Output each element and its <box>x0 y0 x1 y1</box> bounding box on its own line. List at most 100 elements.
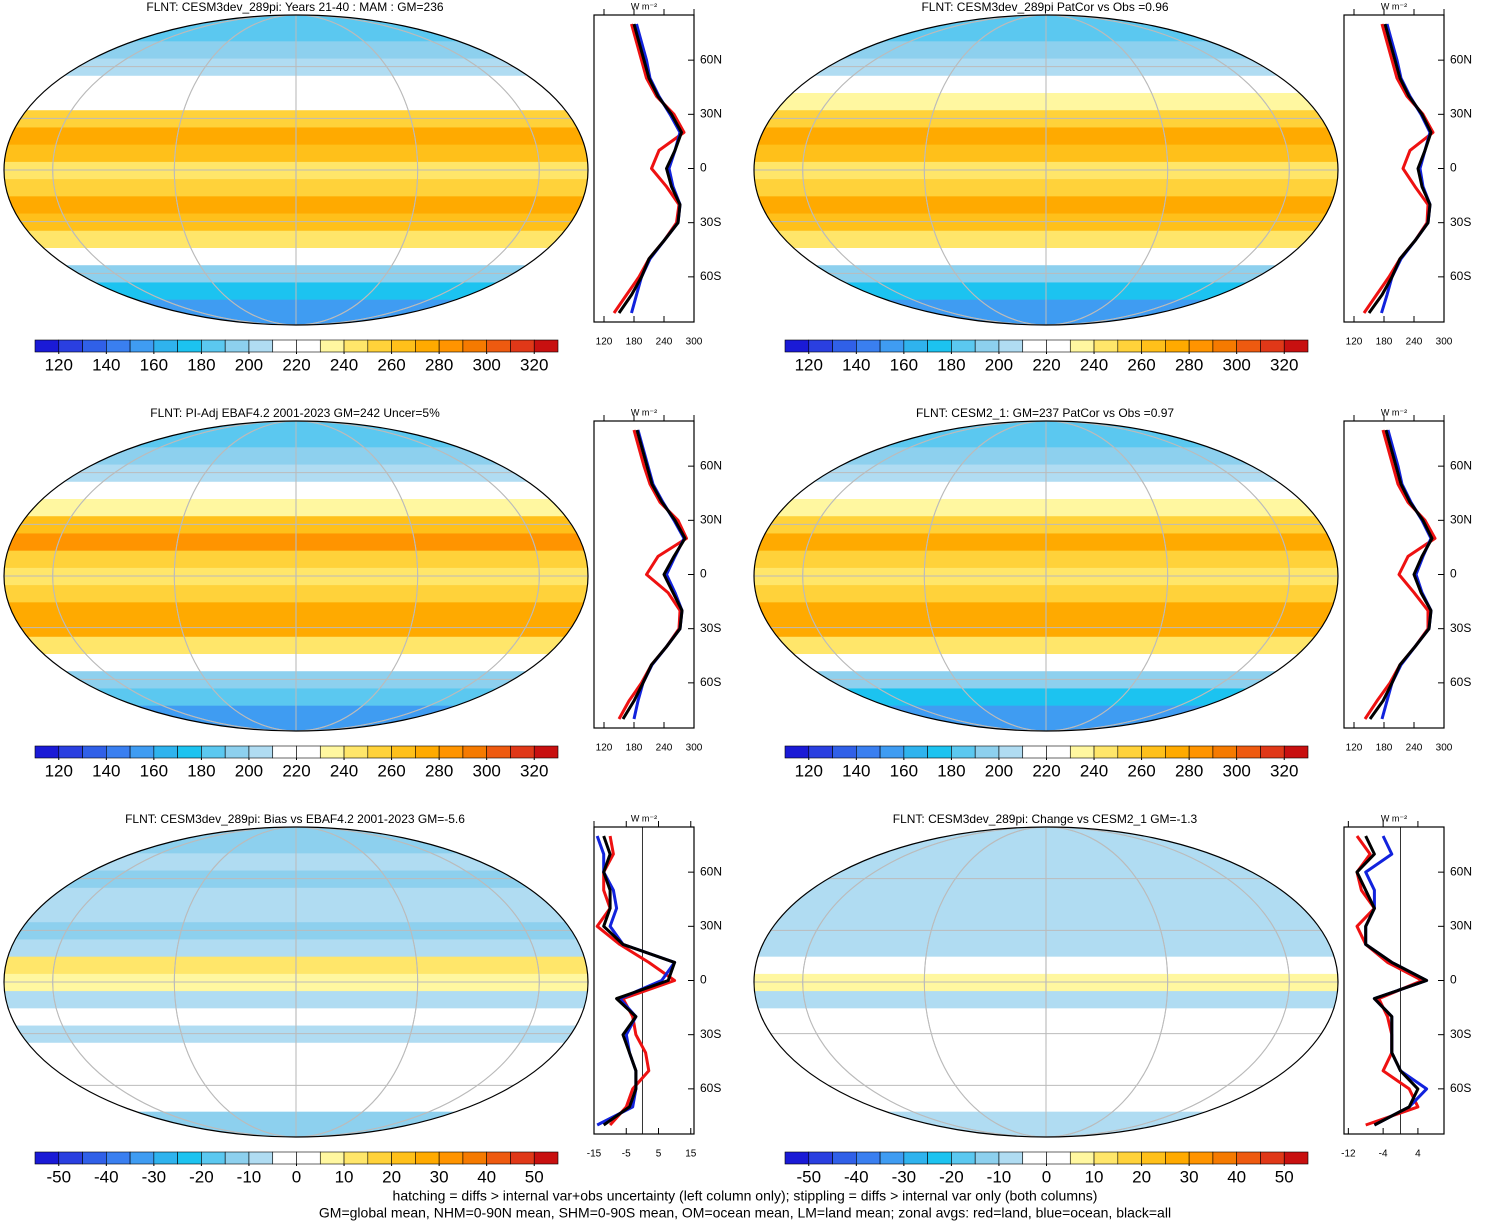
map-title: FLNT: CESM3dev_289pi: Years 21-40 : MAM … <box>146 0 443 14</box>
colorbar-label: -20 <box>189 1167 214 1186</box>
y-tick-label: 60S <box>700 675 721 689</box>
zonal-line <box>617 23 683 314</box>
colorbar-label: 140 <box>92 761 120 780</box>
colorbar-label: -10 <box>237 1167 262 1186</box>
colorbar-box <box>903 745 928 759</box>
colorbar-label: 300 <box>472 355 500 374</box>
colorbar-box <box>201 1151 226 1165</box>
y-tick-label: 30S <box>1450 621 1471 635</box>
colorbar-label: 220 <box>1032 355 1060 374</box>
map-meridian <box>173 827 419 1137</box>
colorbar-box <box>319 745 345 759</box>
colorbar-box <box>879 745 905 759</box>
colorbar-label: 160 <box>140 761 168 780</box>
x-tick-label: 4 <box>1415 1149 1421 1160</box>
x-tick-label: -12 <box>1341 1149 1356 1160</box>
colorbar-box <box>272 1151 297 1165</box>
zonal-unit: W m⁻² <box>631 813 657 823</box>
colorbar-box <box>903 339 928 353</box>
map-area <box>4 421 588 731</box>
colorbar-label: 180 <box>187 355 215 374</box>
colorbar-label: 280 <box>1175 761 1203 780</box>
colorbar-box <box>129 339 155 353</box>
colorbar-label: 140 <box>842 761 870 780</box>
zonal-line <box>1380 429 1433 720</box>
x-tick-label: 120 <box>596 743 613 754</box>
x-tick-label: 120 <box>1346 743 1363 754</box>
colorbar-box <box>153 339 178 353</box>
map-area <box>754 421 1338 731</box>
colorbar-label: 120 <box>795 761 823 780</box>
colorbar-label: -50 <box>796 1167 821 1186</box>
colorbar-box <box>415 339 440 353</box>
colorbar-box <box>1165 745 1190 759</box>
colorbar-box <box>319 339 345 353</box>
colorbar-box <box>415 745 440 759</box>
colorbar-box <box>533 745 559 759</box>
colorbar-label: 180 <box>937 355 965 374</box>
map-area <box>754 15 1338 325</box>
colorbar-label: 240 <box>1080 355 1108 374</box>
y-tick-label: 0 <box>1450 973 1457 987</box>
colorbar-label: 200 <box>985 761 1013 780</box>
colorbar-label: 320 <box>520 761 548 780</box>
colorbar-box <box>367 1151 392 1165</box>
map-meridian <box>173 421 419 731</box>
colorbar-label: 40 <box>477 1167 496 1186</box>
colorbar-box <box>951 339 976 353</box>
colorbar-box <box>224 1151 250 1165</box>
colorbar-box <box>58 745 83 759</box>
colorbar-label: 50 <box>1275 1167 1294 1186</box>
y-tick-label: 0 <box>700 973 707 987</box>
colorbar-box <box>438 1151 464 1165</box>
colorbar-box <box>296 339 321 353</box>
colorbar-label: 30 <box>430 1167 449 1186</box>
colorbar-box <box>367 339 392 353</box>
map-meridian <box>52 421 540 731</box>
colorbar-box <box>153 1151 178 1165</box>
x-tick-label: 120 <box>1346 337 1363 348</box>
colorbar-box <box>391 1151 416 1165</box>
zonal-line <box>1380 23 1432 314</box>
colorbar-box <box>82 339 107 353</box>
colorbar-label: 40 <box>1227 1167 1246 1186</box>
colorbar-box <box>343 339 369 353</box>
colorbar-box <box>201 339 226 353</box>
colorbar-box <box>296 1151 321 1165</box>
colorbar-box <box>998 339 1024 353</box>
colorbar-box <box>224 745 250 759</box>
colorbar-box <box>1283 745 1309 759</box>
zonal-line <box>602 835 677 1127</box>
y-tick-label: 30N <box>700 106 722 120</box>
y-tick-label: 60N <box>700 52 722 66</box>
zonal-line <box>1355 835 1429 1127</box>
footnote: hatching = diffs > internal var+obs unce… <box>393 1188 1098 1204</box>
y-tick-label: 30S <box>700 1027 721 1041</box>
colorbar-label: -50 <box>46 1167 71 1186</box>
colorbar-box <box>224 339 250 353</box>
map-meridian <box>52 15 540 325</box>
colorbar-box <box>808 339 833 353</box>
y-tick-label: 60N <box>1450 864 1472 878</box>
map-outline <box>3 420 589 732</box>
colorbar-box <box>1212 745 1237 759</box>
colorbar-label: 0 <box>292 1167 301 1186</box>
colorbar-box <box>129 745 155 759</box>
colorbar-box <box>533 1151 559 1165</box>
x-tick-label: 300 <box>686 743 703 754</box>
colorbar-label: 280 <box>1175 355 1203 374</box>
map-title: FLNT: CESM2_1: GM=237 PatCor vs Obs =0.9… <box>916 406 1174 420</box>
colorbar-box <box>974 1151 1000 1165</box>
zonal-line <box>595 835 677 1127</box>
x-tick-label: 180 <box>626 743 643 754</box>
zonal-line <box>1367 23 1433 314</box>
colorbar-box <box>129 1151 155 1165</box>
map-meridian <box>802 827 1290 1137</box>
colorbar-label: 50 <box>525 1167 544 1186</box>
colorbar-box <box>510 339 535 353</box>
colorbar-box <box>1188 745 1214 759</box>
y-tick-label: 0 <box>1450 161 1457 175</box>
colorbar-label: 10 <box>1085 1167 1104 1186</box>
colorbar-label: 300 <box>1222 761 1250 780</box>
colorbar-box <box>856 339 881 353</box>
